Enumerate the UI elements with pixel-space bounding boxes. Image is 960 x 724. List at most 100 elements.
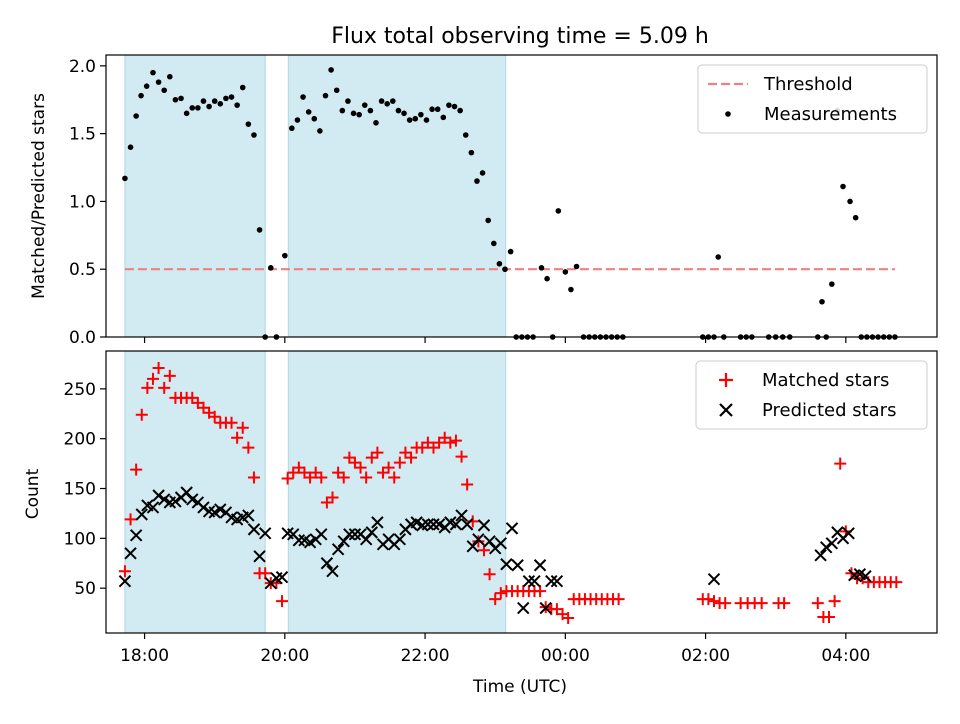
matched-star-point [158, 381, 171, 394]
matched-star-point [489, 593, 502, 606]
y-tick-label: 1.0 [69, 192, 96, 212]
predicted-star-point [258, 527, 272, 540]
matched-star-point [455, 450, 468, 463]
measurement-point [378, 98, 385, 104]
count-legend: Matched stars Predicted stars [695, 360, 928, 430]
predicted-star-point [825, 537, 839, 550]
measurement-point [239, 84, 246, 91]
measurement-point [267, 265, 274, 271]
y-tick-label: 150 [64, 480, 96, 500]
y-tick-label: 100 [64, 529, 96, 549]
measurement-point [847, 198, 853, 205]
measurement-point [840, 183, 846, 190]
matched-star-point [118, 565, 131, 578]
predicted-star-point [320, 557, 334, 570]
measurement-point [234, 102, 240, 108]
predicted-star-point [511, 559, 524, 572]
ratio-legend: Threshold Measurements [697, 64, 928, 134]
matched-star-point [461, 478, 474, 491]
x-tick-label: 18:00 [120, 646, 169, 666]
matched-star-point [890, 576, 903, 589]
matched-star-point [382, 461, 395, 474]
predicted-star-point [197, 501, 210, 514]
measurement-point [562, 269, 569, 275]
measurement-point [361, 102, 368, 108]
matched-star-point [562, 612, 575, 625]
matched-star-point [360, 471, 373, 484]
predicted-star-point [152, 489, 165, 502]
matched-star-point [146, 372, 159, 385]
predicted-star-point [118, 574, 132, 588]
matched-star-point [719, 597, 732, 610]
measurement-point [178, 95, 184, 102]
measurement-point [819, 298, 825, 305]
measurements-legend-label: Measurements [764, 104, 897, 125]
measurement-point [282, 252, 288, 259]
predicted-star-point [707, 572, 721, 586]
matched-star-point [811, 597, 824, 610]
matched-star-point [337, 471, 350, 484]
observing-interval-2 [287, 55, 507, 337]
matched-legend-swatch [719, 373, 733, 387]
measurement-point [311, 115, 318, 122]
measurement-point [555, 208, 562, 214]
matched-star-point [135, 408, 148, 421]
predicted-star-point [528, 574, 541, 588]
matched-star-point [259, 567, 272, 580]
predicted-star-point [539, 601, 552, 615]
predicted-legend-swatch [719, 403, 733, 417]
predicted-star-point [472, 533, 485, 546]
measurement-point [211, 98, 218, 104]
measurement-point [256, 227, 263, 233]
predicted-star-point [146, 501, 160, 514]
measurement-point [300, 94, 306, 100]
matched-star-point [208, 410, 221, 423]
measurement-point [474, 178, 480, 184]
predicted-star-point [292, 534, 306, 547]
matched-star-point [124, 513, 137, 526]
measurement-point [167, 73, 173, 80]
measurement-point [127, 144, 134, 150]
measurement-point [406, 117, 413, 123]
matched-star-point [276, 595, 289, 608]
predicted-star-point [275, 570, 289, 584]
predicted-star-point [427, 518, 440, 531]
matched-star-point [405, 451, 418, 464]
matched-star-point [130, 463, 143, 476]
observing-interval-1 [124, 351, 266, 633]
matched-star-point [823, 611, 836, 624]
predicted-star-point [348, 528, 362, 541]
predicted-star-point [331, 543, 345, 556]
matched-star-point [163, 369, 176, 382]
matched-star-point [834, 457, 847, 470]
measurement-point [155, 79, 162, 85]
measurement-point [223, 95, 229, 102]
measurement-point [150, 69, 156, 76]
measurement-point [251, 132, 257, 138]
predicted-star-point [859, 569, 872, 583]
predicted-star-point [545, 574, 558, 588]
measurement-point [161, 87, 168, 94]
measurements-legend-swatch [725, 111, 731, 117]
measurement-point [462, 132, 469, 138]
count-y-axis-label: Count [23, 468, 43, 519]
x-tick-label: 20:00 [260, 646, 309, 666]
measurement-point [294, 117, 301, 123]
measurement-point [183, 110, 190, 117]
measurement-point [317, 128, 323, 134]
threshold-legend-label: Threshold [763, 74, 853, 95]
ratio-panel: 0.00.51.01.52.0 Matched/Predicted stars … [29, 54, 938, 348]
measurement-point [122, 175, 128, 182]
measurement-point [200, 98, 207, 104]
observing-interval-2 [287, 351, 507, 633]
x-axis-label: Time (UTC) [472, 677, 567, 697]
ratio-panel-frame [105, 54, 938, 338]
predicted-star-point [505, 522, 519, 535]
predicted-star-point [253, 550, 266, 563]
measurement-point [143, 83, 150, 89]
predicted-star-point [393, 533, 407, 546]
measurement-point [390, 98, 396, 104]
y-tick-label: 2.0 [69, 57, 96, 77]
measurement-point [356, 111, 362, 118]
measurement-point [245, 121, 252, 127]
